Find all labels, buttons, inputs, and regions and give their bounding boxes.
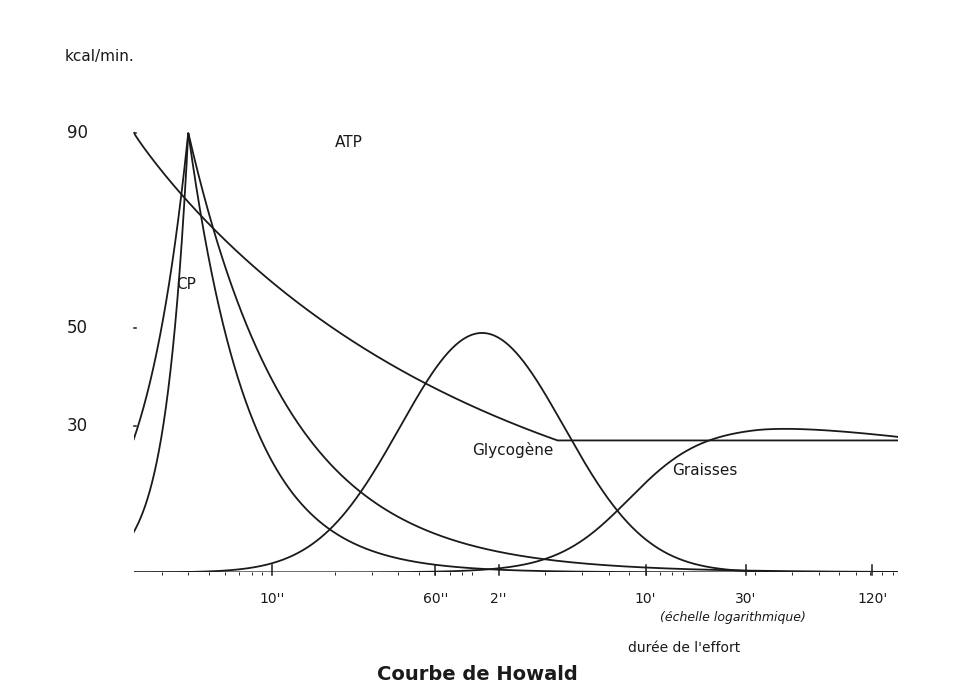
Text: 30: 30: [67, 417, 88, 435]
Text: Courbe de Howald: Courbe de Howald: [377, 665, 578, 684]
Text: 120': 120': [858, 592, 887, 606]
Text: 30': 30': [735, 592, 756, 606]
Text: 2'': 2'': [491, 592, 507, 606]
Text: kcal/min.: kcal/min.: [65, 50, 135, 64]
Text: Graisses: Graisses: [672, 463, 737, 477]
Text: Glycogène: Glycogène: [473, 442, 554, 458]
Text: 60'': 60'': [423, 592, 448, 606]
Text: CP: CP: [176, 277, 196, 292]
Text: 90: 90: [67, 124, 88, 142]
Text: 10'': 10'': [259, 592, 285, 606]
Text: ATP: ATP: [335, 135, 363, 150]
Text: (échelle logarithmique): (échelle logarithmique): [660, 611, 806, 625]
Text: 50: 50: [67, 319, 88, 337]
Text: 10': 10': [635, 592, 656, 606]
Text: durée de l'effort: durée de l'effort: [627, 641, 740, 655]
